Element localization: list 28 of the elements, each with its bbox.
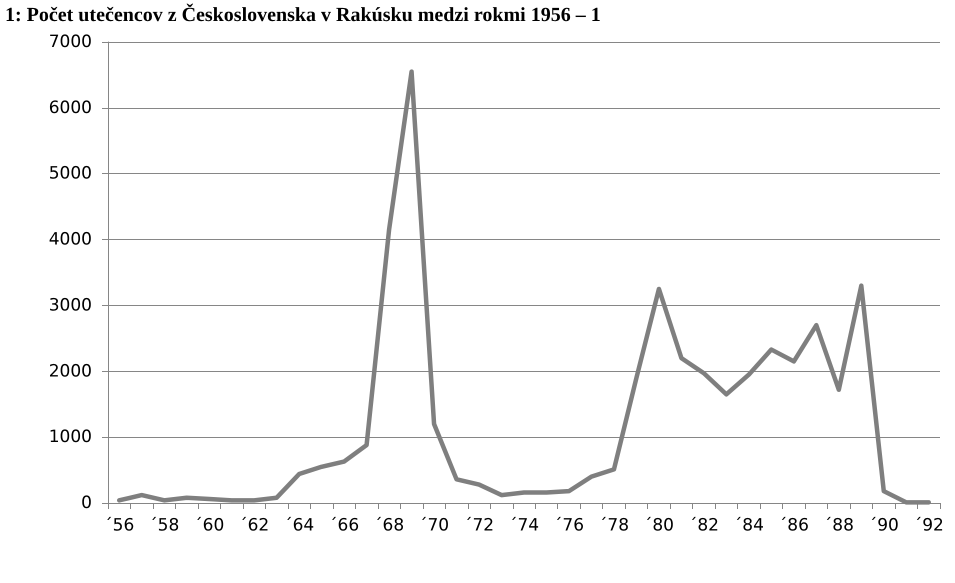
chart-title: 1: Počet utečencov z Československa v Rakúsku medzi rokmi 1956 – 1 [5, 3, 601, 26]
y-tick-label: 1000 [48, 427, 92, 448]
x-tick-label: ´92 [914, 516, 944, 536]
x-tick-label: ´88 [824, 516, 854, 536]
x-tick-label: ´76 [554, 516, 584, 536]
y-tick-label: 2000 [48, 361, 92, 382]
y-tick-label: 7000 [48, 32, 92, 52]
x-tick-label: ´70 [418, 516, 450, 536]
x-tick-label: ´60 [194, 516, 224, 536]
x-tick-label: ´78 [598, 516, 630, 536]
x-tick-label: ´66 [329, 516, 360, 536]
x-tick-label: ´82 [688, 516, 719, 536]
y-tick-label: 6000 [48, 98, 92, 118]
x-tick-label: ´56 [104, 516, 134, 536]
x-tick-label: ´68 [374, 516, 404, 536]
y-tick-label: 3000 [48, 295, 92, 316]
x-tick-label: ´62 [239, 516, 270, 536]
x-tick-label: ´80 [644, 516, 674, 536]
x-tick-label: ´86 [778, 516, 809, 536]
y-tick-label: 0 [81, 493, 92, 513]
x-tick-label: ´72 [464, 516, 494, 536]
x-tick-label: ´84 [734, 516, 764, 536]
y-tick-label: 4000 [48, 230, 92, 250]
x-tick-label: ´58 [149, 516, 180, 536]
y-tick-label: 5000 [48, 164, 92, 184]
x-tick-label: ´74 [508, 516, 540, 536]
x-tick-label: ´90 [868, 516, 899, 536]
x-tick-label: ´64 [284, 516, 314, 536]
